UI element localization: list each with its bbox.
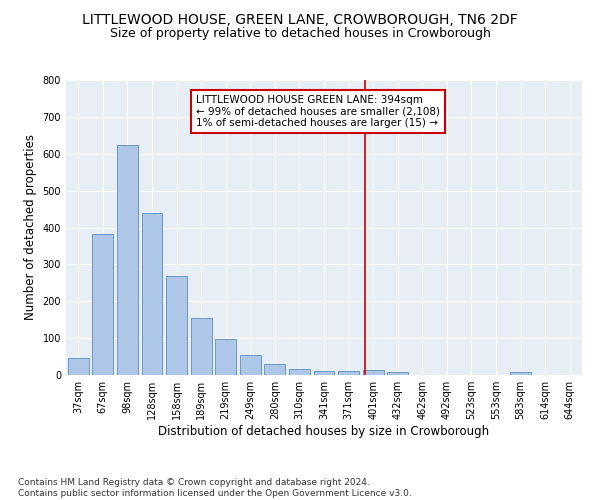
Bar: [215, 339, 236, 375]
Bar: [289, 368, 310, 375]
Text: Contains HM Land Registry data © Crown copyright and database right 2024.
Contai: Contains HM Land Registry data © Crown c…: [18, 478, 412, 498]
Text: LITTLEWOOD HOUSE GREEN LANE: 394sqm
← 99% of detached houses are smaller (2,108): LITTLEWOOD HOUSE GREEN LANE: 394sqm ← 99…: [196, 95, 440, 128]
Bar: [387, 372, 408, 375]
X-axis label: Distribution of detached houses by size in Crowborough: Distribution of detached houses by size …: [158, 425, 490, 438]
Bar: [68, 358, 89, 375]
Bar: [362, 370, 383, 375]
Bar: [191, 318, 212, 375]
Bar: [166, 276, 187, 375]
Y-axis label: Number of detached properties: Number of detached properties: [24, 134, 37, 320]
Bar: [265, 364, 286, 375]
Bar: [92, 234, 113, 375]
Text: Size of property relative to detached houses in Crowborough: Size of property relative to detached ho…: [110, 28, 490, 40]
Bar: [510, 372, 531, 375]
Bar: [142, 213, 163, 375]
Text: LITTLEWOOD HOUSE, GREEN LANE, CROWBOROUGH, TN6 2DF: LITTLEWOOD HOUSE, GREEN LANE, CROWBOROUG…: [82, 12, 518, 26]
Bar: [338, 370, 359, 375]
Bar: [240, 356, 261, 375]
Bar: [314, 370, 334, 375]
Bar: [117, 146, 138, 375]
